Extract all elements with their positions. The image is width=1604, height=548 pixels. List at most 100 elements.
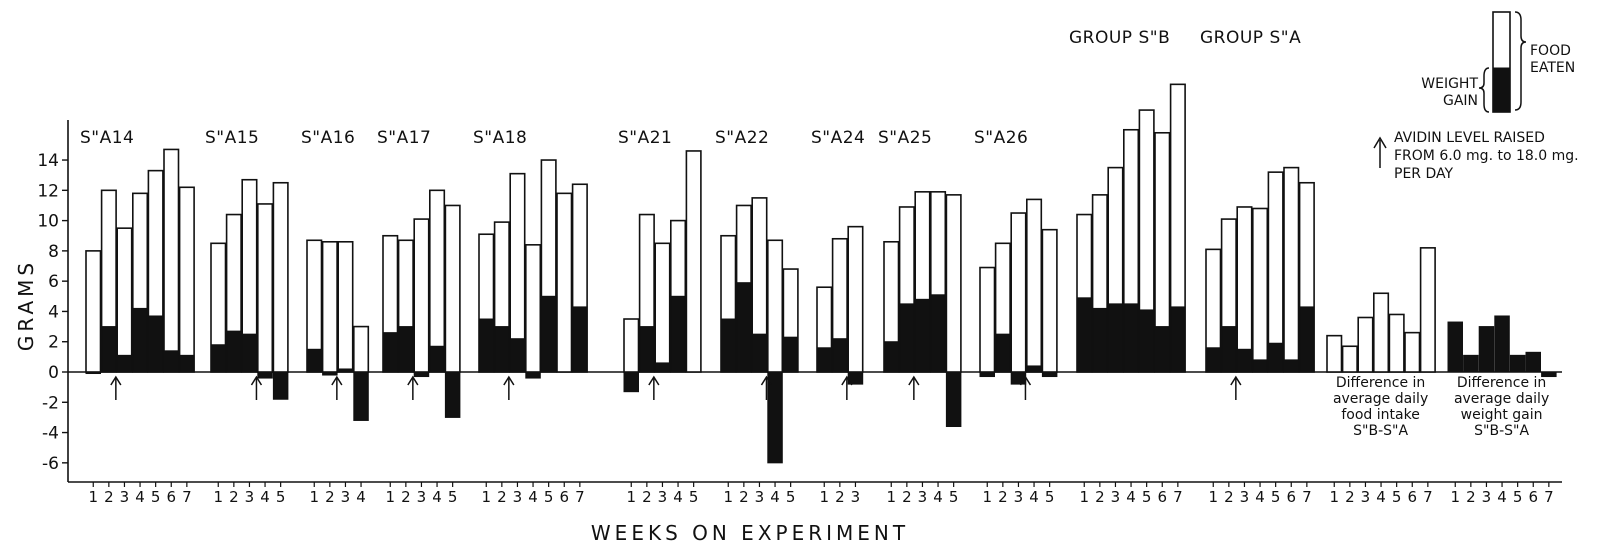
- gain-bar: [1010, 371, 1027, 385]
- food-bar: [1267, 171, 1284, 373]
- gain-bar: [540, 295, 557, 373]
- group-label: S"A15: [205, 128, 259, 148]
- week-label: 4: [1376, 488, 1386, 506]
- gain-bar: [1541, 371, 1557, 378]
- gain-bar: [322, 371, 338, 376]
- gain-bar: [525, 371, 541, 379]
- food-bar: [1236, 206, 1253, 373]
- week-label: 2: [642, 488, 652, 506]
- legend-gain-brace: [1478, 67, 1490, 113]
- legend-gain-bar: [1492, 67, 1511, 113]
- arrow-head: [841, 375, 853, 386]
- group-label: S"A25: [878, 128, 932, 148]
- gain-bar: [1092, 307, 1108, 373]
- gain-bar: [1509, 354, 1526, 373]
- arrow-note-line-1: AVIDIN LEVEL RAISED: [1394, 130, 1545, 146]
- arrow-head: [503, 375, 515, 386]
- food-bar: [1283, 166, 1300, 373]
- week-label: 2: [902, 488, 912, 506]
- gain-bar: [639, 326, 655, 373]
- gain-bar: [413, 371, 430, 378]
- gain-bar: [1205, 347, 1221, 373]
- group-label: GROUP S"A: [1200, 28, 1301, 48]
- week-label: 2: [497, 488, 507, 506]
- week-label: 3: [1014, 488, 1024, 506]
- arrow-icon: [250, 375, 263, 400]
- week-label: 7: [1173, 488, 1183, 506]
- gain-bar: [1267, 342, 1284, 373]
- food-bar: [163, 148, 180, 373]
- food-bar: [1341, 345, 1358, 373]
- week-label: 6: [1157, 488, 1167, 506]
- legend-gain-label-1: WEIGHT: [1421, 76, 1478, 92]
- week-label: 3: [513, 488, 523, 506]
- week-label: 2: [325, 488, 335, 506]
- week-label: 4: [1497, 488, 1507, 506]
- gain-bar: [1236, 348, 1253, 373]
- week-label: 5: [1142, 488, 1152, 506]
- week-label: 3: [658, 488, 668, 506]
- legend-food-label-2: EATEN: [1530, 60, 1575, 76]
- week-label: 4: [356, 488, 366, 506]
- food-bar: [1357, 316, 1374, 373]
- food-bar: [1252, 207, 1269, 373]
- gain-bar: [179, 354, 195, 373]
- gain-bar: [1154, 326, 1170, 373]
- y-tick-label: 10: [37, 212, 59, 232]
- gain-bar: [444, 371, 461, 418]
- week-label: 7: [575, 488, 585, 506]
- food-bar: [85, 250, 102, 373]
- food-bar: [1419, 247, 1436, 373]
- food-bar: [413, 218, 430, 373]
- legend-gain-label-2: GAIN: [1443, 93, 1478, 109]
- food-bar: [945, 194, 962, 373]
- week-label: 4: [933, 488, 943, 506]
- week-label: 5: [1271, 488, 1281, 506]
- y-tick-label: 4: [48, 302, 59, 322]
- group-caption-line: weight gain: [1461, 407, 1543, 423]
- gain-bar: [1447, 321, 1463, 373]
- y-tick-label: 6: [48, 272, 59, 292]
- week-label: 1: [982, 488, 992, 506]
- y-tick-label: 2: [48, 333, 59, 353]
- gain-bar: [1221, 326, 1237, 373]
- week-label: 6: [1407, 488, 1417, 506]
- week-label: 1: [1079, 488, 1089, 506]
- week-label: 1: [1208, 488, 1218, 506]
- y-tick-label: 0: [48, 363, 59, 383]
- gain-bar: [1299, 306, 1315, 373]
- gain-bar: [1252, 359, 1268, 373]
- week-label: 2: [104, 488, 114, 506]
- week-label: 5: [151, 488, 161, 506]
- week-label: 5: [1045, 488, 1055, 506]
- week-label: 3: [755, 488, 765, 506]
- gain-bar: [670, 295, 686, 373]
- gain-bar: [1525, 351, 1541, 373]
- gain-bar: [210, 344, 226, 373]
- food-bar: [444, 204, 461, 373]
- gain-bar: [1026, 365, 1042, 373]
- food-bar: [1388, 313, 1405, 373]
- gain-bar: [914, 298, 931, 373]
- food-bar: [556, 192, 573, 373]
- week-label: 6: [1286, 488, 1296, 506]
- y-tick-label: -2: [42, 393, 59, 413]
- week-label: 5: [949, 488, 959, 506]
- week-label: 3: [120, 488, 130, 506]
- gain-bar: [353, 371, 369, 421]
- week-label: 5: [544, 488, 554, 506]
- gain-bar: [509, 338, 526, 373]
- week-label: 4: [1126, 488, 1136, 506]
- arrow-icon: [407, 375, 419, 400]
- week-label: 2: [998, 488, 1008, 506]
- week-label: 4: [135, 488, 145, 506]
- gain-bar: [654, 362, 671, 373]
- arrow-head: [908, 375, 920, 386]
- week-label: 7: [182, 488, 192, 506]
- food-bar: [1010, 212, 1027, 373]
- gain-bar: [1041, 371, 1058, 378]
- gain-bar: [899, 303, 915, 373]
- gain-bar: [147, 315, 164, 373]
- week-label: 2: [835, 488, 845, 506]
- week-label: 1: [481, 488, 491, 506]
